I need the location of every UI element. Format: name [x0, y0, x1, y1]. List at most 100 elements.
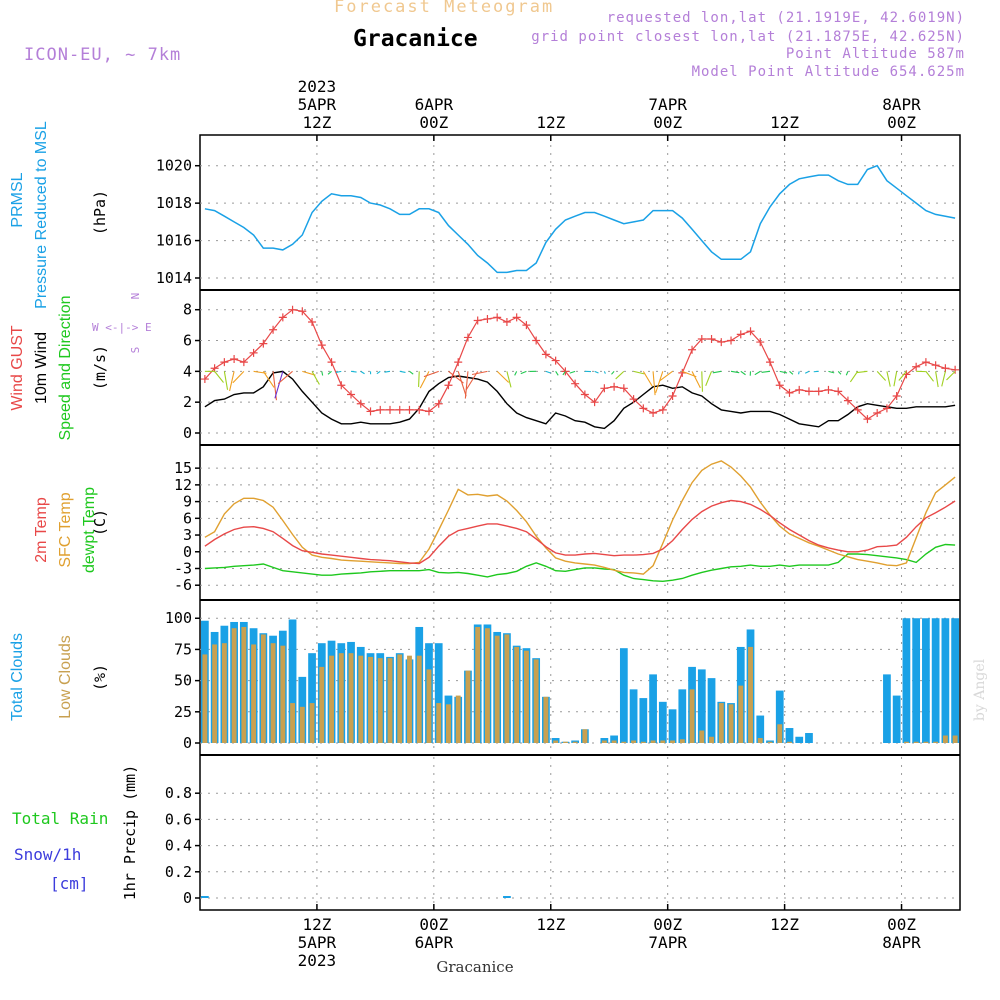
gust-marker — [483, 314, 492, 323]
gust-marker — [298, 307, 307, 316]
wind-arrow — [311, 371, 320, 385]
gust-marker — [921, 358, 930, 367]
low-cloud-bar — [494, 635, 500, 743]
low-cloud-bar — [416, 655, 422, 743]
wind-arrow — [214, 371, 224, 383]
bottom-time-label: 00Z — [653, 915, 682, 934]
bottom-time-label: 12Z — [536, 915, 565, 934]
y-tick-label: 0 — [183, 424, 192, 442]
y-tick-label: -3 — [174, 559, 192, 577]
gust-marker — [376, 405, 385, 414]
top-time-label: 12Z — [302, 113, 331, 132]
low-cloud-bar — [348, 653, 354, 743]
gust-marker — [541, 350, 550, 359]
gust-marker — [230, 355, 239, 364]
low-cloud-bar — [338, 653, 344, 743]
total-cloud-bar — [668, 709, 677, 743]
y-tick-label: 1020 — [156, 157, 192, 175]
y-tick-label: 6 — [183, 332, 192, 350]
gust-marker — [912, 362, 921, 371]
gust-marker — [814, 387, 823, 396]
gust-marker — [561, 367, 570, 376]
low-clouds-label: Low Clouds — [57, 635, 74, 719]
wind-arrow — [223, 371, 229, 390]
gust-marker — [882, 404, 891, 413]
gust-marker — [697, 334, 706, 343]
y-tick-label: 75 — [174, 640, 192, 658]
wind-arrow — [384, 370, 391, 373]
gust-marker — [785, 388, 794, 397]
low-cloud-bar — [562, 741, 568, 743]
y-tick-label: 100 — [165, 609, 192, 627]
low-cloud-bar — [270, 643, 276, 743]
low-cloud-bar — [309, 703, 315, 743]
low-cloud-bar — [407, 655, 412, 743]
unit-label: 1hr Precip (mm) — [121, 765, 139, 900]
low-cloud-bar — [231, 628, 237, 743]
gust-marker — [395, 405, 404, 414]
y-tick-label: -6 — [174, 576, 192, 594]
total-cloud-bar — [883, 674, 891, 743]
gust-marker — [502, 318, 511, 327]
gust-marker — [308, 318, 317, 327]
low-cloud-bar — [523, 650, 529, 743]
pressure-label-prmsl: PRMSL — [9, 172, 26, 227]
wind-arrow — [659, 370, 673, 382]
low-cloud-bar — [504, 634, 510, 743]
watermark: by Angel — [972, 658, 988, 721]
wind-gust-label: Wind GUST — [9, 325, 26, 411]
wind-arrow — [946, 370, 956, 381]
wind-arrow — [594, 370, 599, 374]
low-cloud-bar — [952, 735, 958, 743]
bottom-time-label: 8APR — [882, 933, 921, 952]
bottom-time-label: 6APR — [415, 933, 454, 952]
bottom-time-label: 2023 — [298, 951, 337, 970]
gust-marker — [688, 345, 697, 354]
gust-marker — [551, 356, 560, 365]
y-tick-label: 0 — [183, 889, 192, 907]
wind-arrow — [898, 371, 907, 381]
gust-marker — [473, 316, 482, 325]
low-cloud-bar — [933, 741, 939, 743]
bottom-time-label: 12Z — [770, 915, 799, 934]
unit-label: (m/s) — [91, 345, 109, 390]
wind-arrow — [603, 371, 606, 374]
footer-location: Gracanice — [436, 958, 513, 976]
total-cloud-bar — [434, 643, 443, 743]
total-cloud-bar — [892, 695, 901, 743]
gust-marker — [571, 379, 580, 388]
top-time-label: 6APR — [415, 95, 454, 114]
wind-arrow — [740, 370, 746, 376]
wind-arrow — [615, 370, 625, 380]
wind-arrow — [941, 371, 946, 387]
low-cloud-bar — [582, 729, 588, 743]
wind-arrow — [611, 370, 615, 375]
gust-marker — [415, 405, 424, 414]
gust-marker — [317, 341, 326, 350]
top-time-label: 7APR — [648, 95, 687, 114]
top-time-label: 00Z — [419, 113, 448, 132]
y-tick-label: 25 — [174, 703, 192, 721]
low-cloud-bar — [748, 646, 753, 743]
wind-arrow — [828, 370, 835, 374]
y-tick-label: 0.6 — [165, 810, 192, 828]
low-cloud-bar — [942, 735, 948, 743]
gust-marker — [619, 384, 628, 393]
low-cloud-bar — [485, 628, 490, 743]
top-time-label: 2023 — [298, 77, 337, 96]
point-altitude: Point Altitude 587m — [785, 46, 965, 62]
gust-marker — [386, 405, 394, 414]
bottom-time-label: 00Z — [419, 915, 448, 934]
total-cloud-bar — [639, 698, 648, 743]
total-cloud-bar — [619, 648, 628, 743]
total-cloud-bar — [922, 618, 930, 743]
wind-arrow — [804, 370, 810, 374]
gust-marker — [707, 334, 716, 343]
total-cloud-bar — [610, 735, 618, 743]
compass-n: N — [129, 293, 142, 300]
unit-label: (%) — [91, 664, 109, 691]
wind-arrow — [520, 370, 527, 375]
gust-marker — [873, 408, 882, 417]
low-cloud-bar — [221, 643, 227, 743]
